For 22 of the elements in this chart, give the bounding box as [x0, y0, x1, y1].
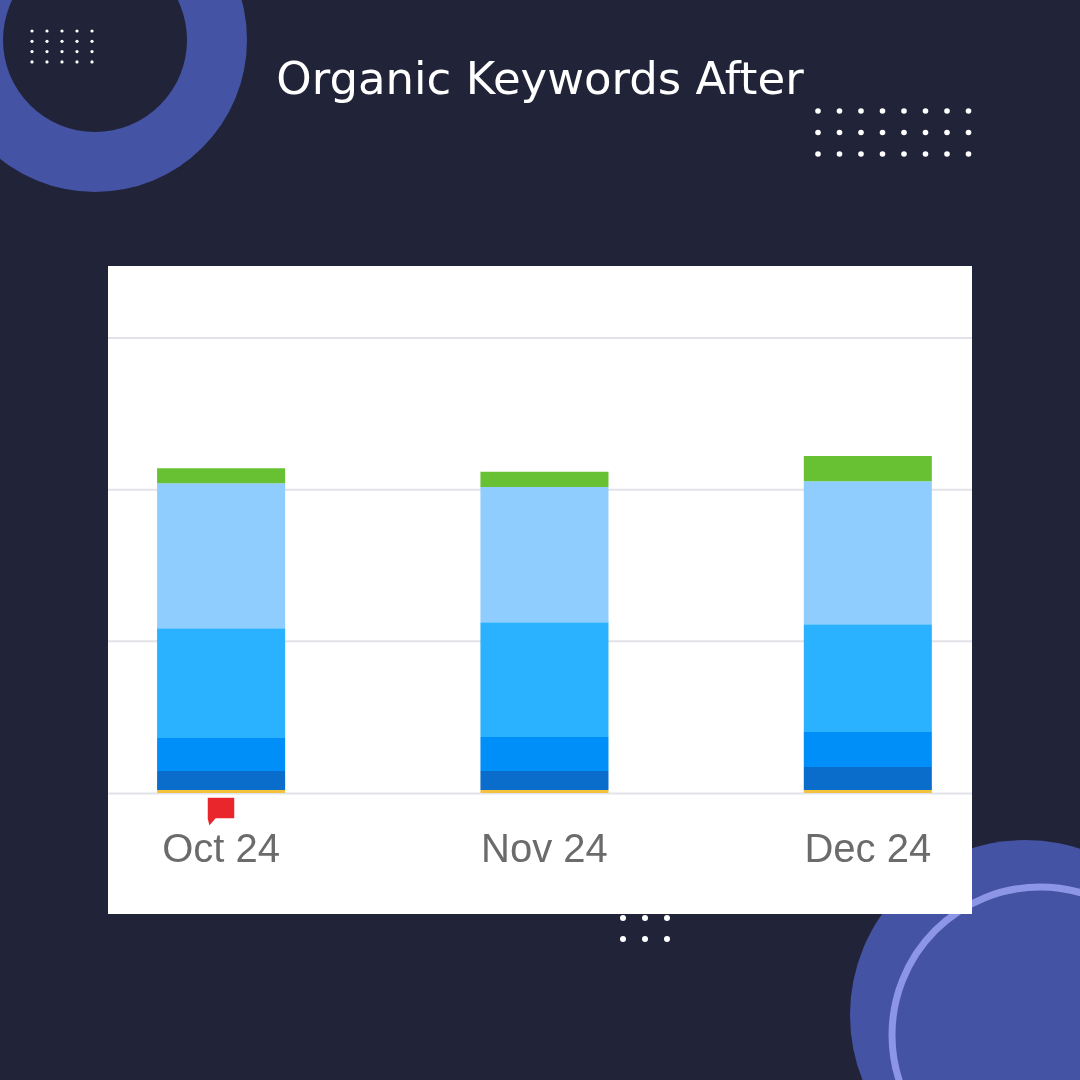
bar: [480, 771, 609, 790]
bar: [157, 789, 286, 793]
bar: [803, 767, 932, 790]
chart-title: Organic Keywords After: [276, 51, 804, 107]
bar: [480, 471, 609, 488]
bar: [480, 737, 609, 772]
bar: [480, 622, 609, 738]
x-tick-label: Dec 24: [804, 825, 932, 870]
bar: [803, 732, 932, 768]
bar: [803, 456, 932, 482]
bar: [157, 468, 286, 484]
bar: [803, 624, 932, 733]
x-tick-label: Oct 24: [162, 825, 281, 870]
bar: [157, 628, 286, 739]
bar: [803, 481, 932, 625]
bar: [480, 789, 609, 793]
x-tick-label: Nov 24: [481, 825, 608, 870]
bar: [157, 483, 286, 629]
bar: [157, 771, 286, 790]
bar: [157, 738, 286, 772]
bar: [803, 789, 932, 793]
bar: [480, 487, 609, 623]
